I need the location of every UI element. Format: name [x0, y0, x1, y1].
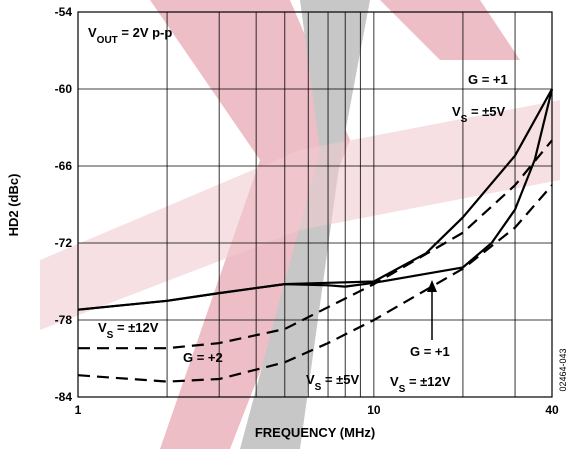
y-axis-title: HD2 (dBc): [6, 174, 21, 237]
annotation-text: S: [399, 384, 406, 395]
annotation-text: S: [315, 382, 322, 393]
x-tick-label: 1: [75, 403, 82, 417]
annotation-text: V: [390, 374, 399, 389]
annotation-text: = ±12V: [405, 374, 450, 389]
y-tick-label: -54: [55, 5, 73, 19]
annotation-text: = ±5V: [321, 372, 359, 387]
annotation-text: S: [107, 330, 114, 341]
y-tick-label: -78: [55, 313, 73, 327]
annotation-text: OUT: [97, 35, 118, 46]
annotation: VS = ±12V: [98, 320, 159, 341]
annotation-text: V: [88, 25, 97, 40]
annotation-text: = 2V p-p: [118, 25, 173, 40]
series-line: [77, 88, 554, 311]
x-axis-title: FREQUENCY (MHz): [255, 425, 375, 440]
y-tick-label: -60: [55, 82, 73, 96]
annotation-text: = ±5V: [467, 104, 505, 119]
annotation-text: G = +2: [183, 350, 223, 365]
annotation: G = +1: [410, 344, 450, 359]
annotation: VOUT = 2V p-p: [88, 25, 172, 46]
watermark: [40, 0, 560, 449]
annotation-text: V: [98, 320, 107, 335]
annotation: VS = ±5V: [452, 104, 506, 125]
x-tick-label: 40: [545, 403, 559, 417]
series-line: [77, 184, 553, 383]
y-tick-label: -84: [55, 390, 73, 404]
y-tick-label: -66: [55, 159, 73, 173]
annotation: G = +1: [468, 72, 508, 87]
annotation-text: G = +1: [410, 344, 450, 359]
y-tick-label: -72: [55, 236, 73, 250]
annotation-text: V: [452, 104, 461, 119]
annotation-text: = ±12V: [113, 320, 158, 335]
x-tick-label: 10: [367, 403, 381, 417]
annotation-text: V: [306, 372, 315, 387]
annotation-text: G = +1: [468, 72, 508, 87]
annotation-text: S: [461, 114, 468, 125]
annotation: VS = ±5V: [306, 372, 360, 393]
grid: [77, 11, 553, 398]
series-line: [78, 139, 553, 350]
figure-id: 02464-043: [558, 348, 568, 391]
annotation: G = +2: [183, 350, 223, 365]
annotation: VS = ±12V: [390, 374, 451, 395]
